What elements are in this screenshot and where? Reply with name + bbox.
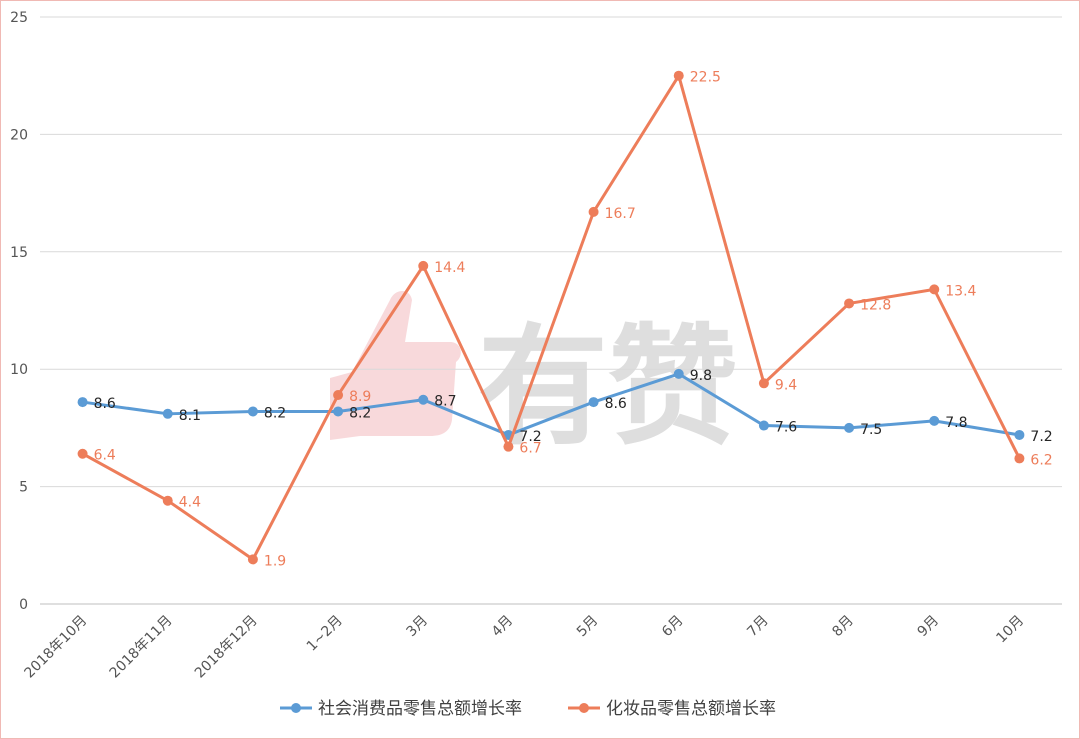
data-label: 8.6 (605, 396, 627, 412)
data-label: 7.5 (860, 422, 882, 438)
y-tick-label: 20 (10, 127, 28, 143)
grid (40, 16, 1062, 605)
data-label: 16.7 (605, 206, 636, 222)
data-label: 7.2 (1030, 429, 1052, 445)
y-tick-label: 5 (19, 480, 28, 496)
x-tick-label: 2018年10月 (22, 613, 91, 682)
data-label: 8.2 (264, 405, 286, 421)
watermark-text: 有赞 (478, 311, 738, 463)
legend-label: 化妆品零售总额增长率 (606, 699, 776, 719)
data-label: 4.4 (179, 495, 201, 511)
x-axis-ticks: 2018年10月 2018年11月 2018年12月 1~2月 3月 4月 5月 6月 7月 8月… (22, 613, 1028, 682)
x-tick-label: 3月 (404, 613, 432, 641)
data-label: 8.2 (349, 405, 371, 421)
y-tick-label: 0 (19, 597, 28, 613)
x-tick-label: 7月 (744, 613, 772, 641)
x-tick-label: 2018年12月 (192, 613, 261, 682)
data-point (844, 422, 855, 433)
data-label: 8.9 (349, 389, 371, 405)
legend-label: 社会消费品零售总额增长率 (318, 699, 522, 719)
x-tick-label: 10月 (993, 613, 1027, 647)
data-point (418, 394, 429, 405)
data-point (673, 368, 684, 379)
y-tick-label: 15 (10, 245, 28, 261)
data-label: 13.4 (945, 283, 976, 299)
data-label: 6.4 (94, 448, 116, 464)
data-point (588, 397, 599, 408)
y-axis-ticks: 0 5 10 15 20 25 (10, 10, 28, 613)
data-point (503, 441, 514, 452)
legend-marker (291, 703, 301, 713)
data-point (247, 406, 258, 417)
x-tick-label: 9月 (915, 613, 943, 641)
data-label: 7.2 (519, 429, 541, 445)
series-0: 8.6 8.1 8.2 8.2 8.7 7.2 8.6 9.8 7.6 7.5 7.8 7.2 (77, 368, 1053, 445)
series-layer: 8.6 8.1 8.2 8.2 8.7 7.2 8.6 9.8 7.6 7.5 7.8 7.2 6.4 4… (77, 70, 1053, 569)
data-label: 8.1 (179, 408, 201, 424)
legend: 社会消费品零售总额增长率 化妆品零售总额增长率 (280, 699, 776, 719)
data-point (844, 298, 855, 309)
data-label: 8.6 (94, 396, 116, 412)
series-1: 6.4 4.4 1.9 8.9 14.4 6.7 16.7 22.5 9.4 12.8 13.4 6.… (77, 70, 1053, 569)
data-point (418, 260, 429, 271)
data-point (929, 415, 940, 426)
data-label: 12.8 (860, 297, 891, 313)
data-point (333, 406, 344, 417)
series-line (81, 74, 1021, 561)
data-point (758, 420, 769, 431)
data-label: 6.7 (519, 441, 541, 457)
x-tick-label: 4月 (489, 613, 517, 641)
x-tick-label: 5月 (574, 613, 602, 641)
y-tick-label: 25 (10, 10, 28, 26)
data-point (77, 397, 88, 408)
data-point (333, 390, 344, 401)
data-label: 8.7 (434, 394, 456, 410)
data-point (162, 408, 173, 419)
data-label: 1.9 (264, 553, 286, 569)
data-point (77, 448, 88, 459)
y-tick-label: 10 (10, 362, 28, 378)
data-point (247, 554, 258, 565)
x-tick-label: 8月 (829, 613, 857, 641)
data-point (929, 284, 940, 295)
x-tick-label: 2018年11月 (107, 613, 176, 682)
data-point (162, 495, 173, 506)
data-point (758, 378, 769, 389)
data-label: 14.4 (434, 260, 465, 276)
x-tick-label: 6月 (659, 613, 687, 641)
data-label: 7.6 (775, 420, 797, 436)
data-label: 9.8 (690, 368, 712, 384)
data-label: 7.8 (945, 415, 967, 431)
x-tick-label: 1~2月 (304, 613, 346, 655)
data-point (1014, 453, 1025, 464)
series-line (82, 372, 1020, 437)
data-point (1014, 429, 1025, 440)
legend-marker (579, 703, 589, 713)
data-label: 6.2 (1030, 452, 1052, 468)
data-label: 22.5 (690, 70, 721, 86)
data-label: 9.4 (775, 377, 797, 393)
data-point (588, 206, 599, 217)
data-point (673, 70, 684, 81)
